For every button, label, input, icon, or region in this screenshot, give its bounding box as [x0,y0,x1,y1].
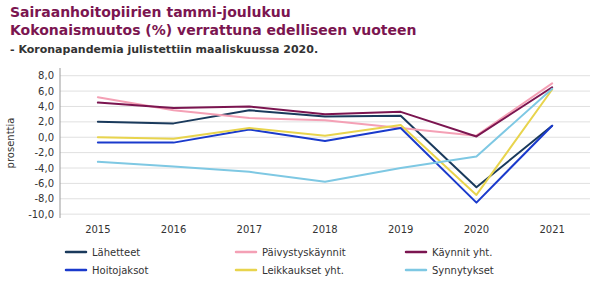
series-line [98,83,552,135]
grid-line [60,183,590,184]
x-tick-label: 2020 [464,224,489,235]
legend-swatch [66,251,86,254]
legend-label: Leikkaukset yht. [262,265,344,276]
x-tick-label: 2019 [388,224,413,235]
series-line [98,89,552,182]
legend-swatch [406,251,426,254]
x-tick-label: 2015 [85,224,110,235]
y-tick-label: 0,0 [38,132,54,143]
legend-label: Käynnit yht. [432,247,492,258]
y-tick-label: -2,0 [34,147,54,158]
grid-line [60,214,590,215]
chart: Sairaanhoitopiirien tammi-joulukuu Kokona… [0,0,602,292]
grid-line [60,152,590,153]
grid-line [60,75,590,76]
y-tick-label: 8,0 [38,70,54,81]
legend-label: Päivystyskäynnit [262,247,346,258]
grid-line [60,198,590,199]
legend-swatch [406,269,426,272]
y-tick-label: -4,0 [34,163,54,174]
x-tick-label: 2016 [161,224,186,235]
grid-line [60,91,590,92]
title: Sairaanhoitopiirien tammi-joulukuu [10,4,291,20]
grid [60,76,590,214]
legend-swatch [236,269,256,272]
legend-swatch [66,269,86,272]
legend: Lähetteet Päivystyskäynnit Käynnit yht. Hoi… [66,247,494,276]
y-tick-label: 4,0 [38,101,54,112]
y-tick-label: -6,0 [34,178,54,189]
y-axis-label: prosenttia [5,118,16,169]
legend-label: Hoitojaksot [92,265,148,276]
lines [98,83,552,202]
title: Kokonaismuutos (%) verrattuna edelliseen… [10,22,417,38]
subtitle: - Koronapandemia julistettiin maaliskuus… [10,43,318,56]
y-axis-line [60,68,61,218]
y-tick-label: -8,0 [34,193,54,204]
x-tick-label: 2017 [237,224,262,235]
y-tick-label: 6,0 [38,86,54,97]
series-line [98,126,552,203]
series-line [98,87,552,136]
series-line [98,90,552,195]
x-tick-label: 2018 [312,224,337,235]
x-tick-label: 2021 [539,224,564,235]
y-tick-label: -10,0 [28,209,54,220]
legend-label: Synnytykset [432,265,494,276]
y-tick-label: 2,0 [38,116,54,127]
legend-label: Lähetteet [92,247,140,258]
legend-swatch [236,251,256,254]
